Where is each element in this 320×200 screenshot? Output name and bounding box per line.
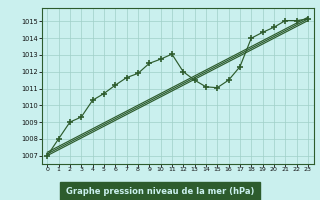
Text: Graphe pression niveau de la mer (hPa): Graphe pression niveau de la mer (hPa) xyxy=(66,188,254,196)
